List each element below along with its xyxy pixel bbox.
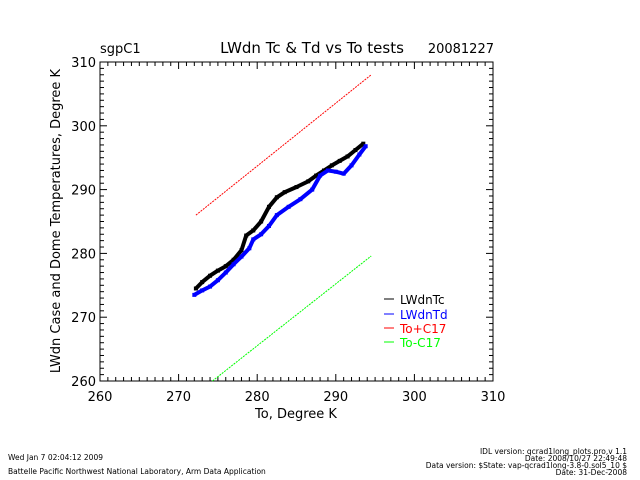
y-axis: 260 270 280 290 300 310 [71, 56, 493, 390]
x-tick-label: 300 [402, 390, 427, 405]
series-lwdntc-point [208, 273, 213, 278]
series-lwdntc-point [251, 228, 256, 233]
x-tick-label: 290 [323, 390, 348, 405]
legend-label-td: LWdnTd [400, 308, 448, 322]
chart-title: LWdn Tc & Td vs To tests [220, 39, 404, 57]
legend: LWdnTc LWdnTd To+C17 To-C17 [384, 293, 448, 350]
series-layer [192, 74, 372, 382]
series-lwdntc-point [329, 163, 334, 168]
series-lwdntd-point [318, 173, 323, 178]
series-lwdntc-point [282, 190, 287, 195]
series-lwdntd-point [215, 278, 220, 283]
legend-label-plus: To+C17 [399, 322, 446, 336]
series-lwdntd-point [349, 163, 354, 168]
y-tick-label: 290 [71, 184, 96, 199]
series-lwdntd-point [208, 284, 213, 289]
y-axis-label: LWdn Case and Dome Temperatures, Degree … [49, 68, 64, 373]
series-lwdntd-point [341, 171, 346, 176]
series-lwdntd-point [247, 246, 252, 251]
series-lwdntd-point [333, 169, 338, 174]
series-lwdntc-point [353, 148, 358, 153]
series-lwdntc-point [337, 158, 342, 163]
series-lwdntc-point [244, 233, 249, 238]
series-lwdntd-point [274, 213, 279, 218]
series-lwdntc-point [274, 195, 279, 200]
x-axis-label: To, Degree K [254, 407, 337, 422]
series-lwdntc-point [215, 268, 220, 273]
y-tick-label: 260 [71, 375, 96, 390]
legend-label-tc: LWdnTc [400, 293, 445, 307]
series-lwdntd-point [266, 223, 271, 228]
series-lwdntd-point [363, 144, 368, 149]
series-lwdntc-point [259, 219, 264, 224]
series-lwdntd-point [310, 187, 315, 192]
series-lwdntc-point [345, 154, 350, 159]
idl-version: IDL version: qcrad1long_plots.pro,v 1.1 [480, 447, 627, 456]
x-axis: 260 270 280 290 300 310 [88, 62, 506, 405]
x-tick-label: 270 [166, 390, 191, 405]
series-lwdntd-point [192, 292, 197, 297]
series-lwdntc-point [200, 280, 205, 285]
series-to-c17 [195, 74, 372, 216]
series-lwdntd-point [357, 152, 362, 157]
series-lwdntd-point [200, 288, 205, 293]
series-lwdntd-point [298, 197, 303, 202]
data-version: Data version: $State: vap-qcrad1long-3.8… [426, 461, 628, 470]
series-lwdntc-point [266, 204, 271, 209]
header-site: sgpC1 [100, 42, 141, 57]
series-lwdntc-point [322, 168, 327, 173]
series-lwdntd-point [325, 168, 330, 173]
series-lwdntc-point [294, 185, 299, 190]
run-time: Wed Jan 7 02:04:12 2009 [8, 453, 103, 462]
series-lwdntc-point [193, 286, 198, 291]
header-date: 20081227 [428, 42, 494, 57]
x-tick-label: 280 [245, 390, 270, 405]
legend-label-minus: To-C17 [399, 336, 441, 350]
series-lwdntd-point [223, 270, 228, 275]
series-lwdntd-point [286, 204, 291, 209]
y-tick-label: 280 [71, 247, 96, 262]
series-lwdntc-point [231, 257, 236, 262]
series-lwdntc-point [223, 264, 228, 269]
series-lwdntc-point [361, 141, 366, 146]
x-tick-label: 310 [481, 390, 506, 405]
idl-date: Date: 2008/10/27 22:49:48 [525, 454, 627, 463]
series-lwdntd-point [251, 237, 256, 242]
series-lwdntc [194, 142, 365, 290]
y-tick-label: 270 [71, 311, 96, 326]
series-lwdntd [193, 144, 368, 297]
data-date: Date: 31-Dec-2008 [556, 468, 628, 477]
y-tick-label: 300 [71, 120, 96, 135]
series-lwdntc-point [314, 173, 319, 178]
series-lwdntd-point [231, 262, 236, 267]
series-to-c17 [212, 255, 372, 382]
series-lwdntd-point [259, 232, 264, 237]
x-tick-label: 260 [88, 390, 113, 405]
lab-name: Battelle Pacific Northwest National Labo… [8, 467, 266, 476]
series-lwdntd-point [239, 254, 244, 259]
y-tick-label: 310 [71, 56, 96, 71]
series-lwdntc-point [306, 179, 311, 184]
series-lwdntc-point [239, 248, 244, 253]
